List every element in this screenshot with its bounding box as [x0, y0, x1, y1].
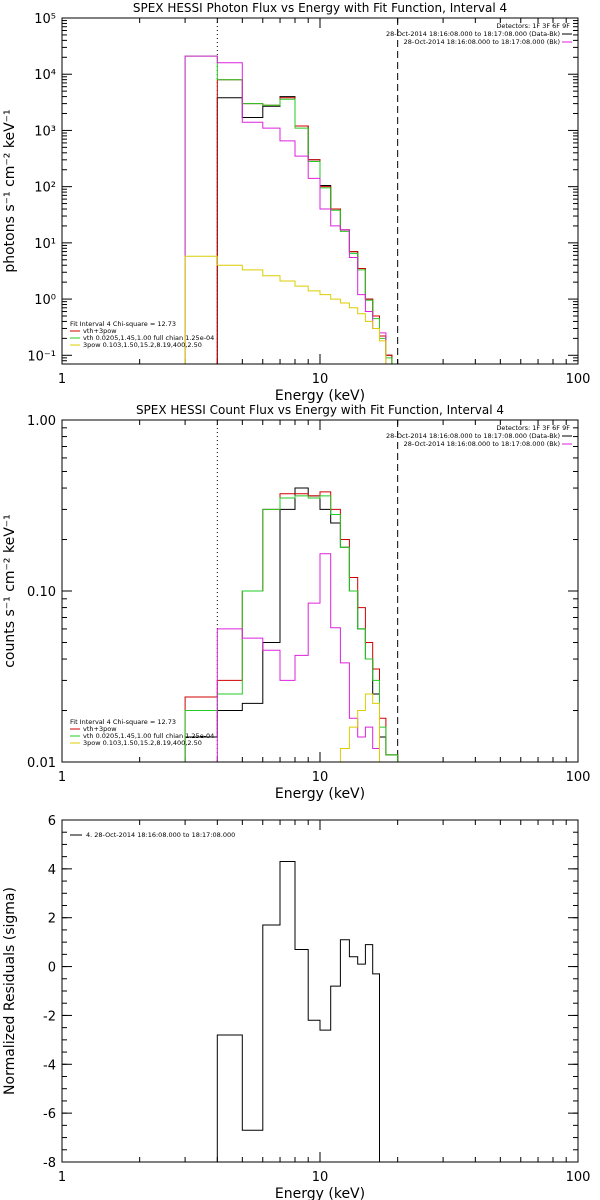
y-tick-label: 10⁻¹ [27, 349, 56, 364]
y-tick-label: 1.00 [27, 414, 56, 429]
legend-entry: vth+3pow [83, 725, 117, 733]
legend-detectors: Detectors: 1F 3F 6F 9F [496, 22, 570, 30]
y-tick-label: 0.01 [27, 756, 56, 771]
chart-title: SPEX HESSI Count Flux vs Energy with Fit… [136, 403, 504, 417]
plot-frame [61, 819, 579, 1163]
legend-bottom-left: Fit Interval 4 Chi-square = 12.73vth+3po… [70, 718, 214, 747]
series-group [216, 861, 380, 1162]
y-tick-label: -4 [43, 1058, 56, 1073]
y-tick-label: 10³ [34, 124, 56, 139]
y-tick-label: 0 [48, 961, 56, 976]
y-tick-label: 6 [48, 814, 56, 829]
plot-frame [61, 419, 579, 763]
x-tick-label: 1 [58, 372, 66, 387]
x-tick-label: 100 [566, 372, 591, 387]
y-axis-label: Normalized Residuals (sigma) [2, 887, 18, 1095]
legend-entry: vth 0.0205,1.45,1.00 full chian 1.25e-04 [83, 334, 214, 342]
legend-fit-chisq: Fit Interval 4 Chi-square = 12.73 [70, 320, 176, 328]
legend-fit-chisq: Fit Interval 4 Chi-square = 12.73 [70, 718, 176, 726]
x-tick-label: 1 [58, 770, 66, 785]
x-tick-label: 1 [58, 1170, 66, 1185]
chart-panel-2: SPEX HESSI Count Flux vs Energy with Fit… [2, 403, 590, 802]
y-tick-label: 0.10 [27, 585, 56, 600]
series-3pow-low [339, 693, 386, 762]
legend-entry: vth+3pow [83, 327, 117, 335]
series-vth [184, 55, 393, 364]
series-group [184, 487, 399, 762]
series-3pow [184, 55, 387, 364]
legend-bottom-left: Fit Interval 4 Chi-square = 12.73vth+3po… [70, 320, 214, 349]
series-group [184, 55, 393, 364]
x-axis-label: Energy (keV) [275, 388, 365, 404]
legend-bk-interval: 28-Oct-2014 18:16:08.000 to 18:17:08.000… [404, 440, 560, 448]
legend-entry: 4. 28-Oct-2014 18:16:08.000 to 18:17:08.… [86, 831, 235, 839]
chart-panel-1: SPEX HESSI Photon Flux vs Energy with Fi… [2, 1, 590, 404]
x-tick-label: 100 [566, 1170, 591, 1185]
series-data [216, 96, 393, 364]
x-tick-label: 100 [566, 770, 591, 785]
plot-frame [61, 17, 579, 365]
y-tick-label: -6 [43, 1107, 56, 1122]
y-tick-label: 10¹ [34, 237, 56, 252]
legend-detectors: Detectors: 1F 3F 6F 9F [496, 424, 570, 432]
legend-entry: vth 0.0205,1.45,1.00 full chian 1.25e-04 [83, 732, 214, 740]
series-4-28-oct-2014-18-16-08-000-to-18-17-08-000 [216, 861, 380, 1162]
y-tick-label: -8 [43, 1156, 56, 1171]
x-tick-label: 10 [312, 372, 329, 387]
legend-data-interval: 28-Oct-2014 18:16:08.000 to 18:17:08.000… [386, 30, 560, 38]
chart-title: SPEX HESSI Photon Flux vs Energy with Fi… [133, 1, 507, 15]
y-tick-label: 4 [48, 863, 56, 878]
y-tick-label: 2 [48, 912, 56, 927]
series-3pow-low [184, 255, 387, 364]
y-tick-label: 10⁴ [34, 68, 56, 83]
y-tick-label: 10⁵ [34, 12, 56, 27]
series-vth [184, 495, 399, 762]
x-tick-label: 10 [312, 1170, 329, 1185]
legend-top-left: 4. 28-Oct-2014 18:16:08.000 to 18:17:08.… [70, 831, 235, 839]
legend-entry: 3pow 0.103,1.50,15.2,8.19,400,2.50 [83, 341, 202, 349]
y-tick-label: 10² [34, 181, 56, 196]
x-axis-label: Energy (keV) [275, 786, 365, 802]
y-tick-label: 10⁰ [34, 293, 56, 308]
series-3pow [216, 553, 386, 762]
x-tick-label: 10 [312, 770, 329, 785]
chart-panel-3: 1 10 100 -8 -6 -4 -2 0 2 4 6 Energy (keV) Normalized… [2, 814, 590, 1200]
legend-data-interval: 28-Oct-2014 18:16:08.000 to 18:17:08.000… [386, 432, 560, 440]
y-axis-label: counts s⁻¹ cm⁻² keV⁻¹ [2, 514, 18, 668]
legend-bk-interval: 28-Oct-2014 18:16:08.000 to 18:17:08.000… [404, 38, 560, 46]
legend-entry: 3pow 0.103,1.50,15.2,8.19,400,2.50 [83, 739, 202, 747]
y-tick-label: -2 [43, 1009, 56, 1024]
y-axis-label: photons s⁻¹ cm⁻² keV⁻¹ [2, 109, 18, 272]
x-axis-label: Energy (keV) [275, 1186, 365, 1200]
